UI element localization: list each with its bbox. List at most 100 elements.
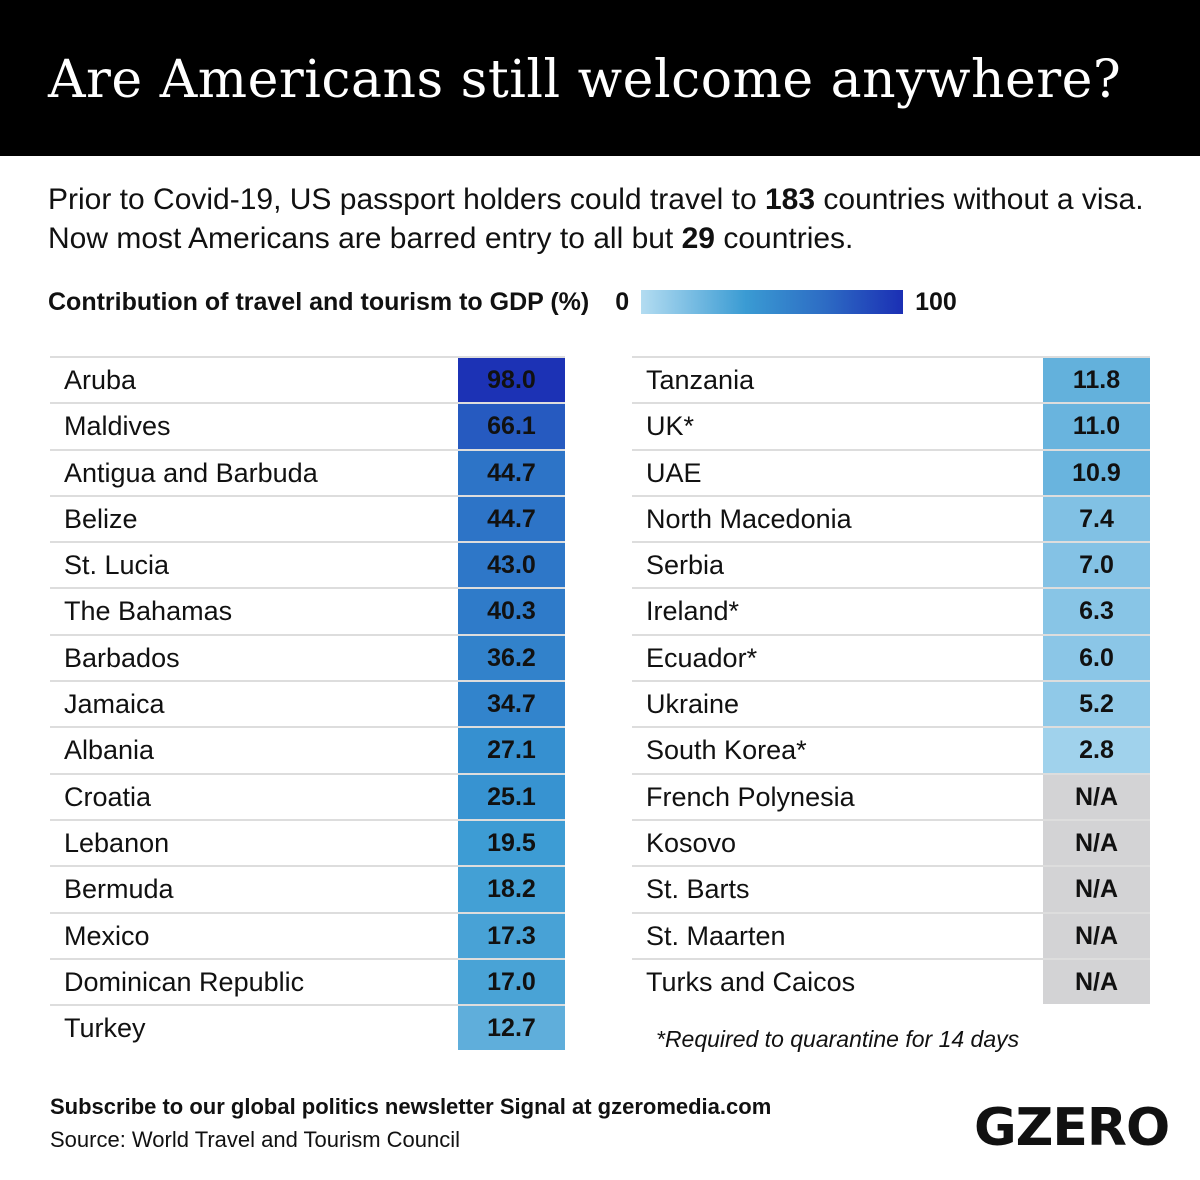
gdp-value-cell: 18.2 — [458, 867, 565, 912]
gdp-value-cell: N/A — [1043, 959, 1150, 1005]
table-row: Antigua and Barbuda 44.7 — [50, 448, 565, 495]
legend-max: 100 — [915, 287, 957, 316]
table-row: North Macedonia 7.4 — [632, 494, 1150, 542]
gdp-value-cell: 98.0 — [458, 358, 565, 403]
country-name: Croatia — [64, 781, 152, 812]
gdp-value-cell: N/A — [1043, 867, 1150, 912]
table-row: The Bahamas 40.3 — [50, 587, 565, 634]
gdp-value-cell: 43.0 — [458, 543, 565, 588]
table-left-column: Aruba 98.0 Maldives 66.1 Antigua and Barbuda… — [50, 356, 565, 1051]
footnote: *Required to quarantine for 14 days — [656, 1026, 1020, 1052]
table-row: St. Lucia 43.0 — [50, 541, 565, 588]
table-row: Aruba 98.0 — [50, 356, 565, 403]
gdp-value-cell: 40.3 — [458, 589, 565, 634]
table-row: Croatia 25.1 — [50, 772, 565, 819]
country-name: Tanzania — [646, 365, 755, 395]
country-name: Aruba — [64, 365, 137, 395]
gdp-value-cell: 36.2 — [458, 635, 565, 681]
header-banner: Are Americans still welcome anywhere? — [0, 0, 1200, 156]
gdp-value-cell: 19.5 — [458, 820, 565, 866]
gdp-value-cell: N/A — [1043, 820, 1150, 866]
country-name: St. Maarten — [646, 920, 786, 951]
page-title: Are Americans still welcome anywhere? — [48, 50, 1122, 110]
table-row: UAE 10.9 — [632, 448, 1150, 495]
intro-text: Prior to Covid-19, US passport holders c… — [48, 180, 1158, 258]
gdp-value-cell: 27.1 — [458, 728, 565, 773]
gdp-value-cell: 7.4 — [1043, 496, 1150, 542]
country-name: Barbados — [64, 642, 180, 673]
intro-count-now: 29 — [681, 222, 715, 255]
gdp-value-cell: 44.7 — [458, 496, 565, 542]
country-name: St. Barts — [646, 874, 750, 905]
table-row: Tanzania 11.8 — [632, 356, 1150, 403]
table-row: Ukraine 5.2 — [632, 680, 1150, 727]
country-name: Serbia — [646, 550, 725, 581]
country-name: Kosovo — [646, 827, 737, 858]
country-name: Bermuda — [64, 874, 174, 905]
gdp-value-cell: 66.1 — [458, 404, 565, 449]
country-name: Albania — [64, 735, 155, 766]
country-name: Ecuador* — [646, 642, 758, 673]
gdp-value-cell: 10.9 — [1043, 450, 1150, 495]
country-name: Antigua and Barbuda — [64, 457, 318, 488]
table-row: Ireland* 6.3 — [632, 587, 1150, 634]
country-name: French Polynesia — [646, 781, 855, 812]
color-legend: Contribution of travel and tourism to GD… — [48, 286, 957, 318]
table-row: Lebanon 19.5 — [50, 818, 565, 866]
table-row: South Korea* 2.8 — [632, 726, 1150, 773]
country-name: St. Lucia — [64, 550, 170, 581]
legend-gradient — [641, 290, 904, 314]
gdp-value-cell: 25.1 — [458, 774, 565, 819]
source-text: Source: World Travel and Tourism Council — [50, 1127, 461, 1152]
country-name: Dominican Republic — [64, 966, 305, 997]
gzero-logo: GZERO — [974, 1098, 1170, 1158]
gdp-value-cell: 6.0 — [1043, 635, 1150, 681]
table-row: Mexico 17.3 — [50, 911, 565, 958]
table-row: Jamaica 34.7 — [50, 680, 565, 727]
country-name: Turks and Caicos — [646, 966, 856, 997]
country-name: Ukraine — [646, 689, 740, 720]
subscribe-text: Subscribe to our global politics newslet… — [50, 1094, 772, 1119]
country-name: Ireland* — [646, 596, 740, 627]
gdp-value-cell: 12.7 — [458, 1006, 565, 1051]
gdp-value-cell: 7.0 — [1043, 543, 1150, 588]
country-name: UAE — [646, 457, 702, 488]
country-name: The Bahamas — [64, 596, 233, 627]
gdp-value-cell: 44.7 — [458, 450, 565, 495]
gdp-value-cell: 2.8 — [1043, 728, 1150, 773]
table-row: Bermuda 18.2 — [50, 865, 565, 912]
country-name: North Macedonia — [646, 503, 852, 534]
country-name: Jamaica — [64, 689, 165, 720]
gdp-value-cell: 5.2 — [1043, 682, 1150, 727]
intro-part: countries without a visa. Now most Ameri… — [48, 183, 1144, 255]
table-row: Dominican Republic 17.0 — [50, 957, 565, 1005]
table-row: UK* 11.0 — [632, 402, 1150, 449]
table-row: Serbia 7.0 — [632, 541, 1150, 588]
table-row: Kosovo N/A — [632, 818, 1150, 866]
country-name: South Korea* — [646, 735, 807, 766]
country-name: Mexico — [64, 920, 150, 951]
table-row: Ecuador* 6.0 — [632, 633, 1150, 681]
intro-part: Prior to Covid-19, US passport holders c… — [48, 183, 765, 216]
legend-label: Contribution of travel and tourism to GD… — [48, 287, 590, 316]
gdp-value-cell: 6.3 — [1043, 589, 1150, 634]
country-name: UK* — [646, 411, 695, 442]
table-row: Belize 44.7 — [50, 494, 565, 542]
gdp-value-cell: 34.7 — [458, 682, 565, 727]
country-name: Belize — [64, 503, 138, 534]
country-name: Lebanon — [64, 827, 170, 858]
intro-count-before: 183 — [765, 183, 816, 216]
table-row: St. Barts N/A — [632, 865, 1150, 912]
table-row: French Polynesia N/A — [632, 772, 1150, 819]
table-right-column: Tanzania 11.8 UK* 11.0 UAE 10.9 North Macedoni… — [632, 356, 1150, 1005]
gdp-value-cell: N/A — [1043, 913, 1150, 958]
table-row: Maldives 66.1 — [50, 402, 565, 449]
table-row: Turkey 12.7 — [50, 1004, 565, 1051]
table-row: Albania 27.1 — [50, 726, 565, 773]
gdp-value-cell: 11.0 — [1043, 404, 1150, 449]
gdp-value-cell: 17.0 — [458, 959, 565, 1005]
gdp-value-cell: N/A — [1043, 774, 1150, 819]
country-name: Maldives — [64, 411, 171, 442]
table-row: St. Maarten N/A — [632, 911, 1150, 958]
table-row: Turks and Caicos N/A — [632, 957, 1150, 1005]
